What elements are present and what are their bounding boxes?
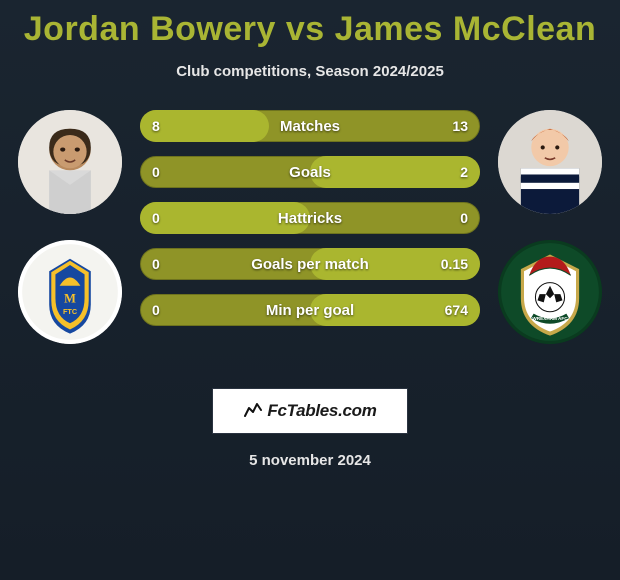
subtitle: Club competitions, Season 2024/2025 [0,63,620,80]
svg-text:WREXHAM AFC: WREXHAM AFC [532,316,568,321]
comparison-panel: M FTC WREXHAM AFC 813Matches 02Goals 00Hat… [0,110,620,370]
club-right-badge: WREXHAM AFC [498,240,602,344]
page-title: Jordan Bowery vs James McClean [0,0,620,49]
stat-row: 00.15Goals per match [140,248,480,280]
stat-bars: 813Matches 02Goals 00Hattricks 00.15Goals p… [140,110,480,340]
stat-row: 813Matches [140,110,480,142]
stat-label: Matches [140,110,480,142]
stat-row: 0674Min per goal [140,294,480,326]
branding-box[interactable]: FcTables.com [212,388,408,434]
stat-row: 02Goals [140,156,480,188]
date-text: 5 november 2024 [0,452,620,469]
player-left-avatar [18,110,122,214]
branding-text: FcTables.com [267,401,376,421]
fctables-logo-icon [243,400,263,423]
stat-label: Hattricks [140,202,480,234]
svg-text:FTC: FTC [63,307,78,316]
svg-text:M: M [64,291,76,305]
stat-label: Min per goal [140,294,480,326]
player-right-avatar [498,110,602,214]
stat-label: Goals per match [140,248,480,280]
stat-row: 00Hattricks [140,202,480,234]
stat-label: Goals [140,156,480,188]
club-left-badge: M FTC [18,240,122,344]
